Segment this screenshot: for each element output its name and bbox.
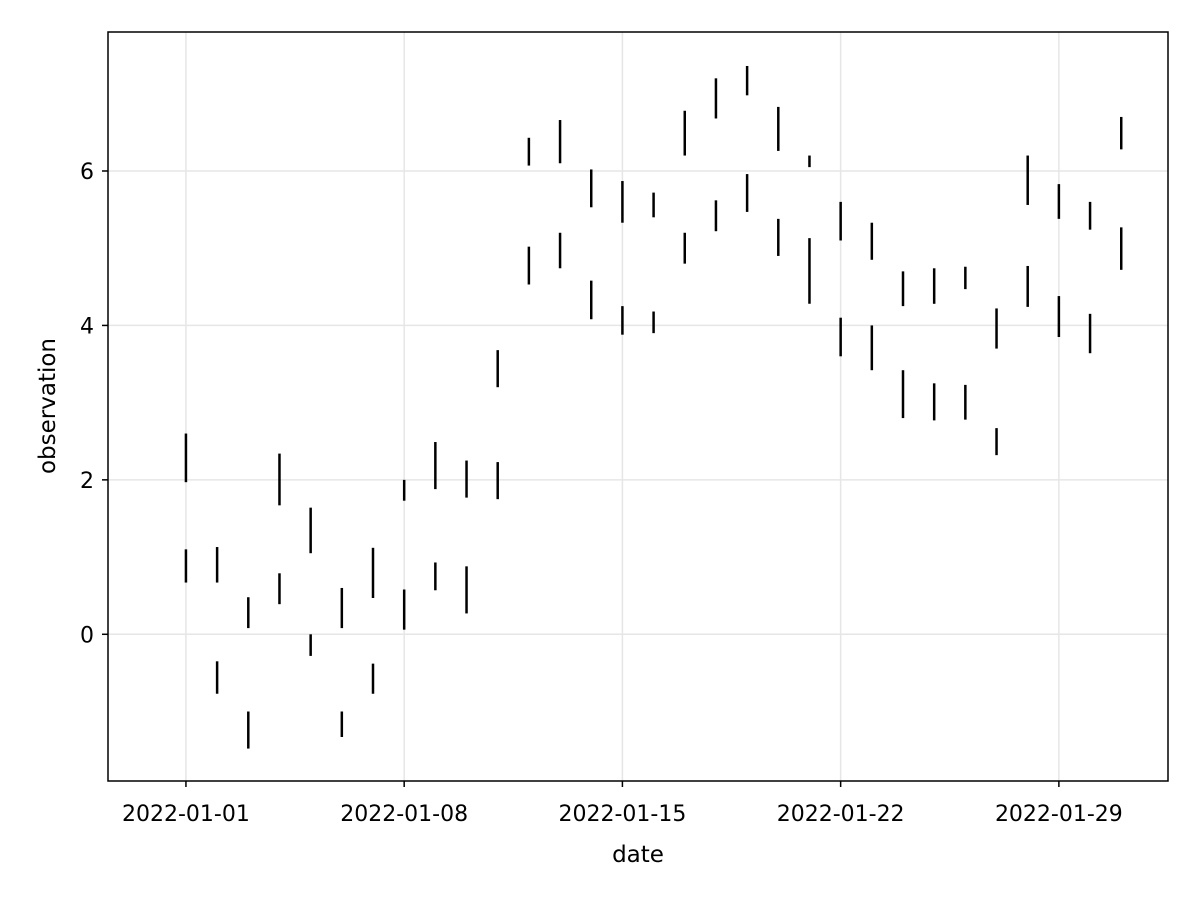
grid-lines [108,32,1168,781]
data-segments [184,65,1123,749]
y-axis-ticks: 0 2 4 6 [80,160,108,648]
series-1 [184,65,1123,630]
x-tick-label: 2022-01-22 [777,802,905,827]
y-tick-label: 4 [80,314,94,339]
y-tick-label: 6 [80,160,94,185]
plot-frame [107,31,1169,782]
y-axis-label: observation [35,338,61,474]
x-tick-label: 2022-01-08 [340,802,468,827]
series-2 [184,174,1123,749]
y-tick-label: 2 [80,469,94,494]
x-tick-label: 2022-01-29 [995,802,1123,827]
x-axis-ticks: 2022-01-01 2022-01-08 2022-01-15 2022-01-22… [122,781,1123,827]
y-tick-label: 0 [80,623,94,648]
x-axis-label: date [612,842,664,868]
x-tick-label: 2022-01-15 [558,802,686,827]
x-tick-label: 2022-01-01 [122,802,250,827]
